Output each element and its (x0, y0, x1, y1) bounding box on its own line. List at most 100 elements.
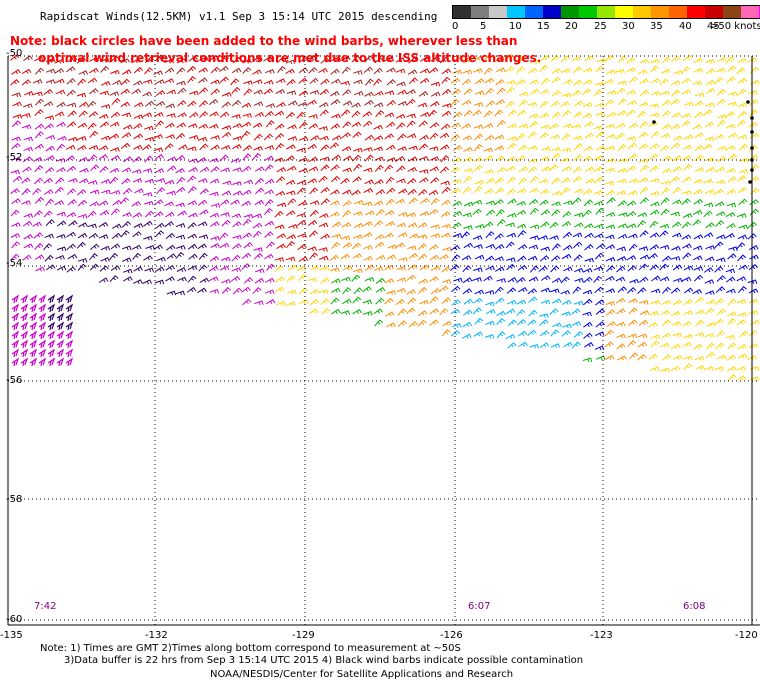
wind-barb (670, 176, 680, 183)
wind-barb (264, 164, 274, 172)
wind-barb (353, 90, 364, 96)
wind-barb (518, 99, 528, 107)
wind-barb (736, 67, 746, 75)
wind-barb (551, 177, 561, 185)
wind-barb (726, 311, 737, 317)
wind-barb (725, 276, 736, 283)
wind-barb (661, 299, 671, 306)
wind-barb (693, 234, 704, 240)
wind-barb (681, 234, 692, 240)
wind-barb (22, 156, 33, 163)
wind-barb (330, 99, 341, 106)
wind-barb (496, 331, 506, 339)
wind-barb (43, 89, 53, 95)
wind-barb (440, 144, 450, 151)
wind-barb (38, 321, 47, 331)
wind-barb (286, 301, 296, 307)
wind-barb (473, 156, 483, 163)
wind-barb (331, 113, 341, 119)
wind-barb (77, 258, 88, 263)
wind-barb (10, 233, 21, 238)
wind-barb (332, 135, 342, 141)
wind-barb (265, 103, 276, 108)
wind-barb (342, 286, 352, 295)
legend-swatch (471, 6, 489, 18)
wind-barb (563, 79, 573, 85)
wind-barb (595, 321, 605, 328)
wind-barb (419, 68, 430, 74)
wind-barb (241, 102, 252, 108)
wind-barb (288, 264, 298, 271)
wind-barb (133, 114, 144, 120)
wind-barb (353, 287, 363, 295)
wind-barb (198, 123, 209, 129)
wind-barb (683, 163, 693, 171)
wind-barb (627, 339, 637, 348)
wind-barb (561, 187, 571, 195)
wind-barb (98, 277, 109, 283)
wind-barb (79, 167, 89, 173)
wind-barb (694, 355, 705, 361)
wind-barb (375, 297, 385, 305)
lon-label-120: -120 (735, 630, 758, 641)
wind-barb (660, 90, 670, 96)
wind-barb (649, 310, 659, 316)
wind-barb (681, 66, 691, 74)
wind-barb (47, 321, 56, 331)
wind-barb (420, 56, 430, 62)
wind-barb (582, 67, 593, 73)
wind-barb (384, 297, 394, 305)
wind-barb (528, 244, 539, 250)
wind-barb (616, 333, 626, 339)
wind-barb (286, 210, 296, 217)
wind-barb (67, 56, 78, 63)
wind-barb (649, 143, 660, 150)
wind-barb (507, 212, 517, 218)
wind-barb (47, 348, 56, 358)
wind-barb (33, 232, 43, 239)
wind-barb (705, 245, 715, 250)
wind-barb (496, 167, 507, 173)
wind-barb (506, 287, 517, 294)
wind-barb (397, 146, 407, 152)
wind-barb (297, 101, 308, 107)
wind-barb (462, 288, 473, 295)
wind-barb (494, 134, 505, 140)
wind-barb (693, 343, 703, 350)
wind-barb (505, 100, 515, 108)
wind-barb (264, 220, 275, 227)
wind-barb (584, 257, 594, 263)
wind-barb (77, 232, 88, 239)
legend-label: 15 (537, 21, 550, 32)
wind-barb (439, 56, 449, 64)
wind-barb (176, 122, 187, 129)
wind-barb (309, 187, 319, 195)
wind-barb (155, 222, 165, 229)
wind-barb (122, 257, 132, 263)
wind-barb (253, 252, 264, 260)
wind-barb (252, 79, 263, 84)
wind-barb (516, 223, 527, 229)
wind-barb (626, 136, 636, 141)
wind-barb (65, 330, 74, 340)
wind-barb (461, 123, 472, 130)
wind-barb (540, 124, 550, 130)
wind-barb (648, 322, 658, 328)
wind-barb (637, 333, 648, 339)
wind-barb (342, 200, 352, 207)
wind-barb (12, 175, 23, 182)
wind-barb (528, 198, 539, 205)
wind-barb (617, 178, 627, 184)
contamination-marker (746, 100, 750, 104)
wind-barb (209, 191, 219, 197)
wind-barb (375, 277, 386, 284)
wind-barb (506, 86, 516, 94)
wind-barb (320, 164, 330, 171)
wind-barb (516, 154, 526, 162)
wind-barb (11, 241, 21, 249)
wind-barb (648, 353, 658, 360)
wind-barb (462, 186, 472, 194)
wind-barb (683, 101, 694, 107)
wind-barb (639, 254, 650, 260)
wind-barb (286, 190, 296, 196)
